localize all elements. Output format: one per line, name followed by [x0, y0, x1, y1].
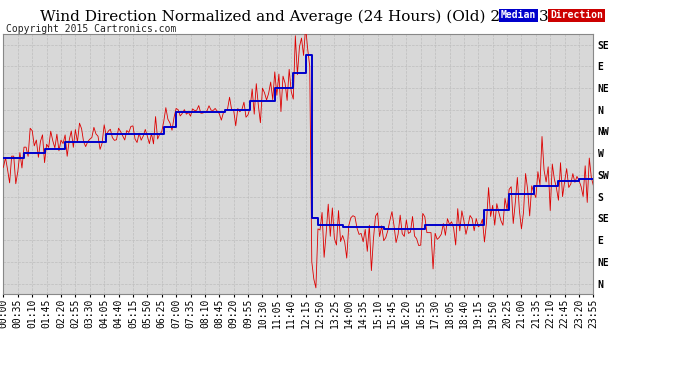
- Text: Direction: Direction: [550, 10, 603, 21]
- Text: Wind Direction Normalized and Average (24 Hours) (Old) 20150311: Wind Direction Normalized and Average (2…: [39, 9, 568, 24]
- Text: Copyright 2015 Cartronics.com: Copyright 2015 Cartronics.com: [6, 24, 176, 34]
- Text: Median: Median: [501, 10, 536, 21]
